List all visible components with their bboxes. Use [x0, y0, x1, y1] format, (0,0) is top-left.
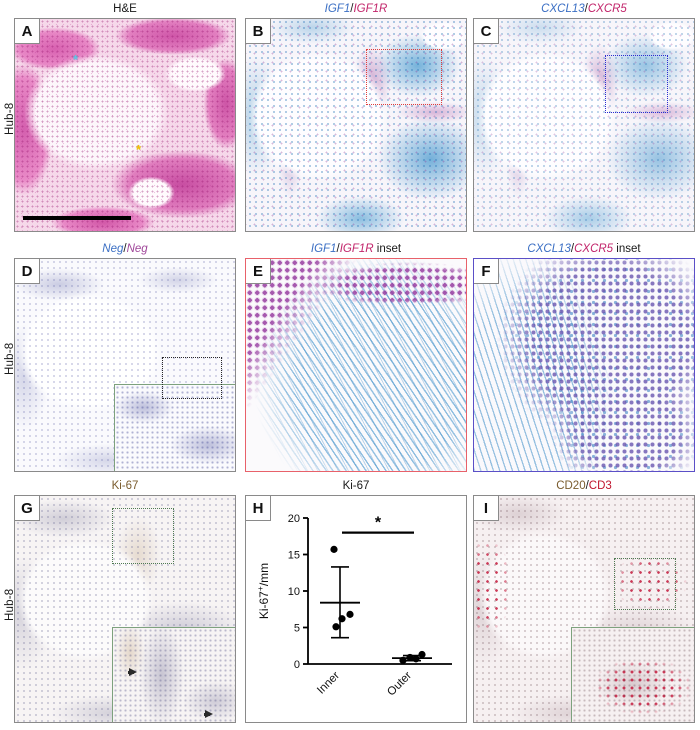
panel-c-inset-marker	[605, 55, 668, 113]
ish-dot-speckle	[474, 19, 694, 231]
panel-i-inset-image	[571, 627, 694, 722]
panel-f-letter: F	[474, 259, 499, 284]
panel-a: H&E A * *	[14, 0, 236, 232]
panel-b-inset-marker	[366, 49, 442, 105]
svg-text:0: 0	[294, 659, 300, 671]
panel-b-title: IGF1/IGF1R	[324, 3, 388, 15]
panel-g-letter: G	[15, 496, 40, 521]
panel-b: IGF1/IGF1R B	[245, 0, 467, 232]
he-lumen-texture	[15, 19, 235, 231]
panel-e: IGF1/IGF1R inset E	[245, 240, 467, 472]
cyan-asterisk: *	[73, 52, 79, 67]
panel-i: CD20/CD3 I	[473, 477, 695, 723]
panel-g-image: G	[14, 495, 236, 723]
panel-d-inset-marker	[162, 357, 222, 399]
svg-text:5: 5	[294, 623, 300, 635]
panel-b-letter: B	[246, 19, 271, 44]
panel-i-letter: I	[474, 496, 499, 521]
panel-g: Ki-67 G	[14, 477, 236, 723]
panel-h-chart: H 0 5 10 15 20 Ki-67+/mm Inner Outer *	[245, 495, 467, 723]
panel-e-letter: E	[246, 259, 271, 284]
yellow-asterisk: *	[136, 142, 142, 157]
svg-text:Ki-67+/mm: Ki-67+/mm	[255, 563, 271, 619]
panel-d-title: Neg/Neg	[102, 243, 148, 255]
panel-d-letter: D	[15, 259, 40, 284]
panel-i-title: CD20/CD3	[556, 480, 612, 492]
svg-text:Outer: Outer	[385, 670, 414, 699]
panel-a-letter: A	[15, 19, 40, 44]
panel-i-image: I	[473, 495, 695, 723]
panel-f: CXCL13/CXCR5 inset F	[473, 240, 695, 472]
panel-d-image: D	[14, 258, 236, 472]
panel-g-title: Ki-67	[111, 480, 139, 492]
panel-b-image: B	[245, 18, 467, 232]
panel-e-title: IGF1/IGF1R inset	[310, 243, 402, 255]
svg-text:*: *	[375, 515, 382, 532]
svg-text:Inner: Inner	[315, 670, 342, 697]
ish-lumen	[474, 19, 694, 231]
panel-c-letter: C	[474, 19, 499, 44]
panel-a-title: H&E	[113, 3, 137, 15]
figure-row-1: Hub-8 H&E A * * IGF1/IGF1R	[0, 0, 700, 240]
panel-c: CXCL13/CXCR5 C	[473, 0, 695, 232]
e-magenta-cells	[246, 259, 466, 471]
arrow-marker-2	[204, 710, 213, 718]
he-nuclei-speckle	[15, 19, 235, 231]
panel-g-inset-marker	[112, 508, 174, 564]
panel-e-image: E	[245, 258, 467, 472]
svg-text:10: 10	[288, 586, 300, 598]
arrow-marker-1	[128, 668, 137, 676]
panel-h-title: Ki-67	[342, 480, 370, 492]
panel-h: Ki-67 H 0 5 10 15 20 Ki-67+/mm Inner Outer *	[245, 477, 467, 723]
panel-h-letter: H	[246, 496, 271, 521]
panel-f-image: F	[473, 258, 695, 472]
panel-f-title: CXCL13/CXCR5 inset	[527, 243, 641, 255]
ish-lumen	[246, 19, 466, 231]
scale-bar	[23, 216, 131, 220]
f-lymphocyte-cells	[474, 259, 694, 471]
panel-d: Neg/Neg D	[14, 240, 236, 472]
figure-row-2: Hub-8 Neg/Neg D IG	[0, 240, 700, 477]
panel-g-inset-image	[112, 627, 235, 722]
svg-text:15: 15	[288, 550, 300, 562]
panel-d-inset-image	[114, 384, 235, 471]
figure-row-3: Hub-8 Ki-67 G	[0, 477, 700, 730]
ish-dot-speckle	[246, 19, 466, 231]
panel-c-title: CXCL13/CXCR5	[541, 3, 627, 15]
panel-a-image: A * *	[14, 18, 236, 232]
ki67-scatter-plot: 0 5 10 15 20 Ki-67+/mm Inner Outer *	[255, 513, 452, 699]
panel-i-inset-marker	[614, 558, 676, 610]
panel-c-image: C	[473, 18, 695, 232]
svg-text:20: 20	[288, 513, 300, 525]
